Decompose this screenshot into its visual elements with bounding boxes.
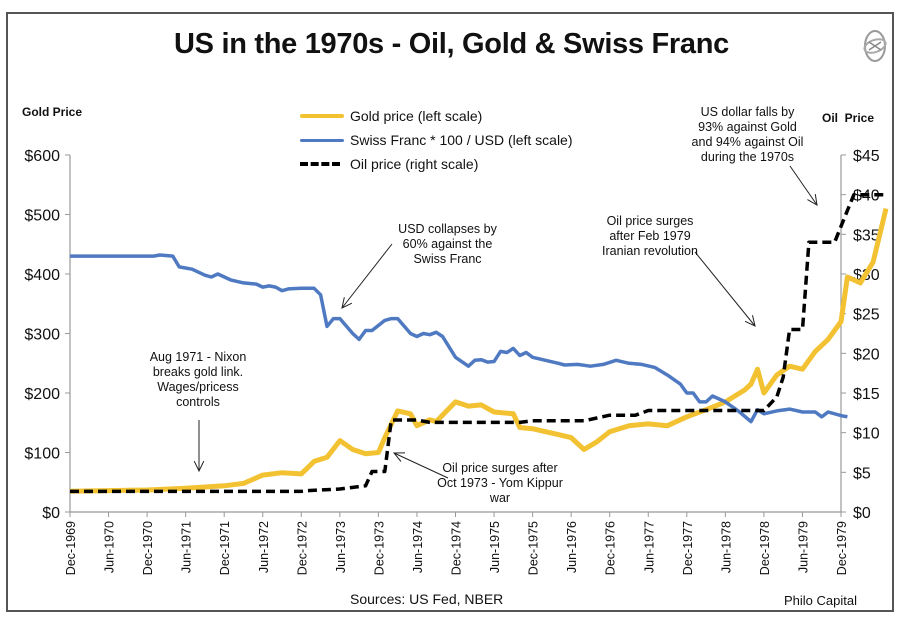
annotation-line: USD collapses by bbox=[398, 222, 497, 236]
left-axis-tick-label: $600 bbox=[24, 148, 60, 165]
left-axis-tick-label: $300 bbox=[24, 327, 60, 344]
x-axis-tick-label: Dec-1979 bbox=[835, 521, 849, 575]
right-axis-tick-label: $10 bbox=[853, 426, 880, 443]
arrow-shaft bbox=[789, 165, 818, 206]
left-axis-tick-label: $100 bbox=[24, 446, 60, 463]
arrow-shaft bbox=[694, 251, 756, 327]
legend-swatch-gold bbox=[300, 114, 344, 118]
annotation-line: Oct 1973 - Yom Kippur bbox=[437, 476, 563, 490]
swiss-franc-line bbox=[70, 253, 848, 424]
arrow-nixon bbox=[193, 420, 205, 473]
x-axis-tick-label: Jun-1971 bbox=[180, 521, 194, 573]
legend-swatch-swiss-franc bbox=[300, 138, 344, 142]
legend-item-oil: Oil price (right scale) bbox=[300, 152, 573, 176]
annotation-line: Aug 1971 - Nixon bbox=[149, 350, 247, 364]
right-axis-tick-label: $35 bbox=[853, 227, 880, 244]
gold-price-line bbox=[69, 208, 889, 494]
x-axis-tick-label: Jun-1975 bbox=[488, 521, 502, 573]
arrow-iran bbox=[694, 251, 756, 327]
right-axis-tick-label: $45 bbox=[853, 148, 880, 165]
x-axis-tick-label: Dec-1969 bbox=[64, 521, 78, 575]
annotation-yom-kippur: Oil price surges after Oct 1973 - Yom Ki… bbox=[425, 461, 575, 506]
x-axis-tick-label: Dec-1971 bbox=[218, 521, 232, 575]
chart-title: US in the 1970s - Oil, Gold & Swiss Fran… bbox=[174, 28, 729, 60]
annotation-line: US dollar falls by bbox=[700, 105, 795, 119]
annotation-iran: Oil price surges after Feb 1979 Iranian … bbox=[590, 214, 710, 259]
annotation-line: 93% against Gold bbox=[698, 120, 797, 134]
x-axis-tick-label: Jun-1979 bbox=[796, 521, 810, 573]
annotation-line: breaks gold link. bbox=[152, 365, 244, 379]
arrow-head bbox=[193, 460, 205, 473]
arrow-head bbox=[392, 452, 406, 462]
left-axis-tick-label: $500 bbox=[24, 208, 60, 225]
right-axis-tick-label: $20 bbox=[853, 346, 880, 363]
arrow-shaft bbox=[341, 243, 393, 309]
right-axis-tick-label: $15 bbox=[853, 386, 880, 403]
arrow-head bbox=[341, 297, 353, 309]
x-axis-tick-label: Dec-1970 bbox=[141, 521, 155, 575]
arrow-chf bbox=[341, 243, 393, 309]
left-axis-tick-label: $200 bbox=[24, 386, 60, 403]
x-axis-tick-label: Jun-1973 bbox=[334, 521, 348, 573]
annotation-line: and 94% against Oil bbox=[691, 135, 804, 149]
x-axis-tick-label: Dec-1977 bbox=[681, 521, 695, 575]
annotation-line: Oil price surges bbox=[606, 214, 694, 228]
annotation-dollar-falls: US dollar falls by 93% against Gold and … bbox=[685, 105, 810, 165]
source-note: Sources: US Fed, NBER bbox=[350, 591, 504, 607]
annotation-line: Wages/pricess bbox=[157, 380, 239, 394]
x-axis-tick-label: Jun-1972 bbox=[257, 521, 271, 573]
x-axis-tick-label: Jun-1978 bbox=[719, 521, 733, 573]
right-axis-tick-label: $25 bbox=[853, 307, 880, 324]
right-axis-tick-label: $0 bbox=[853, 505, 871, 522]
annotation-line: Oil price surges after bbox=[442, 461, 558, 475]
annotation-line: during the 1970s bbox=[700, 150, 795, 164]
legend-item-swiss-franc: Swiss Franc * 100 / USD (left scale) bbox=[300, 128, 573, 152]
x-axis-tick-label: Jun-1977 bbox=[642, 521, 656, 573]
annotation-nixon: Aug 1971 - Nixon breaks gold link. Wages… bbox=[128, 350, 268, 410]
legend-label: Gold price (left scale) bbox=[350, 108, 483, 124]
x-axis-tick-label: Jun-1976 bbox=[565, 521, 579, 573]
annotation-line: 60% against the bbox=[402, 237, 493, 251]
credit-note: Philo Capital bbox=[784, 593, 857, 608]
annotation-line: war bbox=[489, 491, 511, 505]
right-axis-title: Oil Price bbox=[822, 111, 875, 125]
arrow-shaft bbox=[393, 452, 449, 479]
x-axis-tick-label: Dec-1974 bbox=[450, 521, 464, 575]
left-axis-tick-label: $0 bbox=[42, 505, 60, 522]
philo-capital-logo-icon bbox=[863, 30, 887, 62]
right-axis-tick-label: $5 bbox=[853, 465, 871, 482]
annotation-line: controls bbox=[176, 395, 220, 409]
legend-item-gold: Gold price (left scale) bbox=[300, 104, 573, 128]
arrow-head bbox=[744, 315, 756, 327]
legend-label: Oil price (right scale) bbox=[350, 156, 479, 172]
annotation-line: Iranian revolution bbox=[602, 244, 698, 258]
arrow-dollar bbox=[789, 165, 818, 206]
legend-label: Swiss Franc * 100 / USD (left scale) bbox=[350, 132, 573, 148]
left-axis-tick-label: $400 bbox=[24, 267, 60, 284]
arrow-yom-kippur bbox=[392, 452, 449, 479]
x-axis-tick-label: Jun-1970 bbox=[103, 521, 117, 573]
x-axis-tick-label: Jun-1974 bbox=[411, 521, 425, 573]
annotation-line: after Feb 1979 bbox=[609, 229, 691, 243]
x-axis-tick-label: Dec-1975 bbox=[527, 521, 541, 575]
x-axis-tick-label: Dec-1972 bbox=[295, 521, 309, 575]
annotation-chf-collapse: USD collapses by 60% against the Swiss F… bbox=[385, 222, 510, 267]
x-axis-tick-label: Dec-1978 bbox=[758, 521, 772, 575]
oil-price-line bbox=[70, 192, 886, 494]
annotation-line: Swiss Franc bbox=[413, 252, 482, 266]
arrow-head bbox=[807, 194, 818, 206]
x-axis-tick-label: Dec-1976 bbox=[604, 521, 618, 575]
x-axis-tick-label: Dec-1973 bbox=[372, 521, 386, 575]
chart-legend: Gold price (left scale) Swiss Franc * 10… bbox=[300, 104, 573, 176]
legend-swatch-oil bbox=[300, 162, 340, 166]
left-axis-title: Gold Price bbox=[22, 105, 83, 119]
